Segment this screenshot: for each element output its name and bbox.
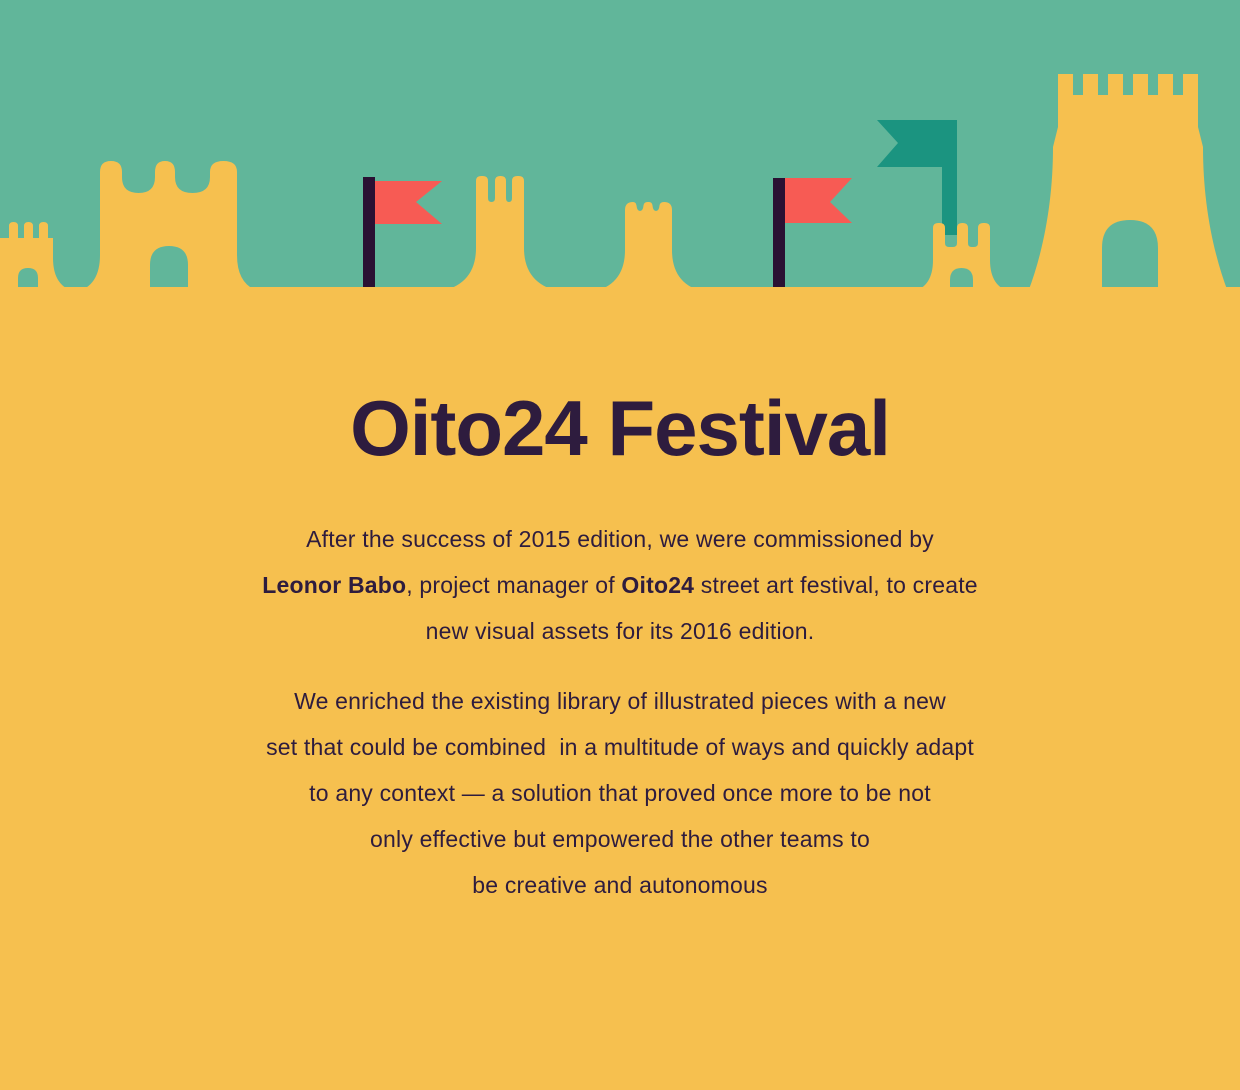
intro-line-1: After the success of 2015 edition, we we… [306,525,934,552]
text-line: After the success of 2015 edition, we we… [0,516,1240,562]
red-flag-1-icon [375,181,442,224]
doorway-arch-far-left [18,268,38,292]
castle-keep-right-icon [1028,74,1228,292]
teal-flag-icon [877,120,957,167]
ground [0,287,1240,292]
text-line: be creative and autonomous [0,862,1240,908]
bold-name-leonor-babo: Leonor Babo [262,571,407,598]
body-line-1: We enriched the existing library of illu… [294,687,946,714]
text-line: new visual assets for its 2016 edition. [0,608,1240,654]
red-flag-2-icon [785,178,852,223]
doorway-arch-keep [1102,220,1158,292]
body-paragraph: We enriched the existing library of illu… [0,678,1240,908]
intro-line-2a: , project manager of [406,571,622,598]
text-line: We enriched the existing library of illu… [0,678,1240,724]
intro-line-3: new visual assets for its 2016 edition. [425,617,815,644]
doorway-arch-castle-wall [150,246,188,292]
castle-tower-small-right-icon [912,223,1011,292]
flagpole-1 [363,177,375,292]
text-line: set that could be combined in a multitud… [0,724,1240,770]
intro-line-2b: street art festival, to create [694,571,978,598]
bold-name-oito24: Oito24 [621,571,695,598]
castle-skyline-illustration [0,0,1240,292]
body-line-4: only effective but empowered the other t… [370,825,870,852]
flagpole-2 [773,178,785,292]
text-line: Leonor Babo, project manager of Oito24 s… [0,562,1240,608]
castle-wall-wavy-block-icon [592,202,705,292]
body-line-2: set that could be combined in a multitud… [266,733,974,760]
doorway-arch-small-tower [950,268,973,292]
body-line-3: to any context — a solution that proved … [309,779,931,806]
content: Oito24 Festival After the success of 201… [0,384,1240,908]
text-line: only effective but empowered the other t… [0,816,1240,862]
page-title: Oito24 Festival [350,384,891,472]
intro-paragraph: After the success of 2015 edition, we we… [0,516,1240,654]
body-line-5: be creative and autonomous [472,871,768,898]
castle-tower-middle-icon [438,176,562,292]
castle-wall-rounded-battlements-icon [76,161,261,292]
teal-flagpole [942,150,957,235]
text-line: to any context — a solution that proved … [0,770,1240,816]
